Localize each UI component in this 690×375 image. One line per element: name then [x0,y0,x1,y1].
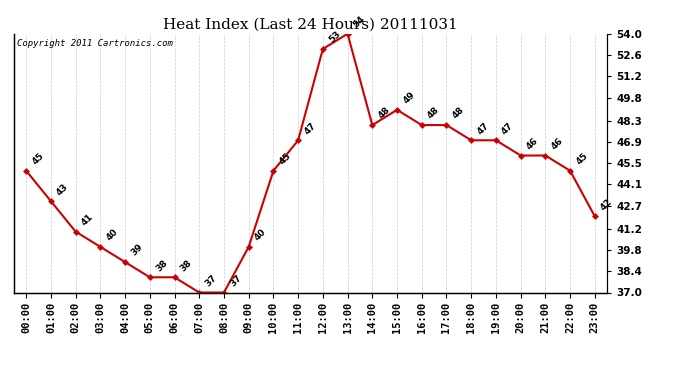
Text: 40: 40 [253,228,268,243]
Text: 42: 42 [599,197,614,212]
Text: 48: 48 [426,106,441,121]
Text: 54: 54 [352,14,367,30]
Text: 45: 45 [277,151,293,166]
Title: Heat Index (Last 24 Hours) 20111031: Heat Index (Last 24 Hours) 20111031 [163,17,458,31]
Text: 37: 37 [204,273,219,288]
Text: 46: 46 [525,136,540,152]
Text: 38: 38 [179,258,194,273]
Text: 47: 47 [500,121,515,136]
Text: 48: 48 [377,106,392,121]
Text: 46: 46 [549,136,565,152]
Text: 48: 48 [451,106,466,121]
Text: 45: 45 [30,151,46,166]
Text: 39: 39 [129,243,144,258]
Text: 53: 53 [327,30,342,45]
Text: 37: 37 [228,273,244,288]
Text: 43: 43 [55,182,70,197]
Text: 47: 47 [475,121,491,136]
Text: 41: 41 [80,212,95,228]
Text: 45: 45 [574,151,589,166]
Text: 38: 38 [154,258,169,273]
Text: 49: 49 [401,90,417,106]
Text: 47: 47 [302,121,317,136]
Text: Copyright 2011 Cartronics.com: Copyright 2011 Cartronics.com [17,39,172,48]
Text: 40: 40 [104,228,119,243]
